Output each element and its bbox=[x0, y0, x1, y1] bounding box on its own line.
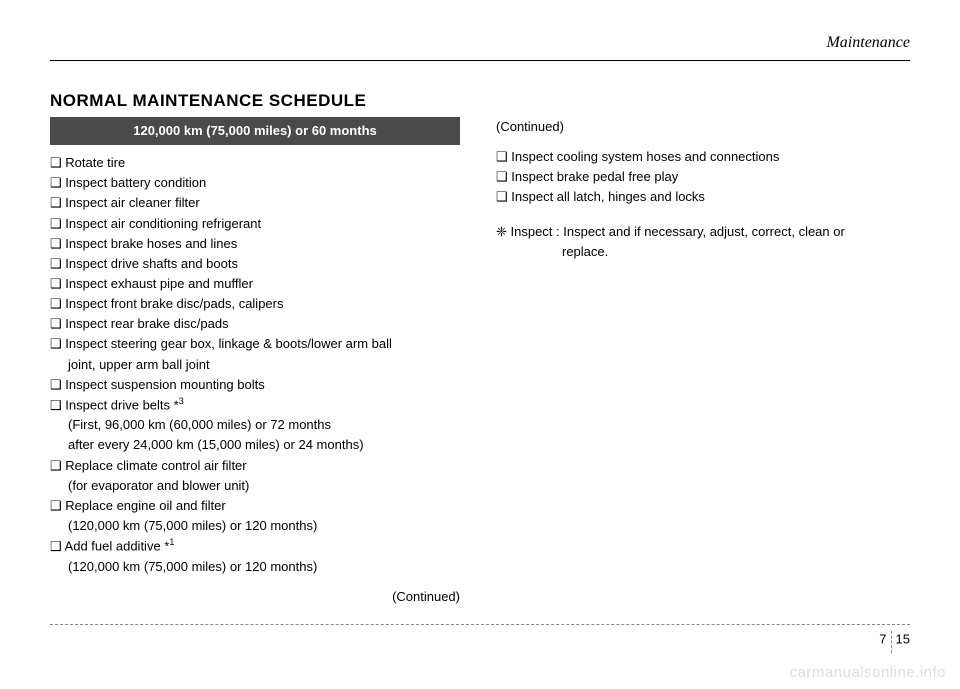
page: Maintenance NORMAL MAINTENANCE SCHEDULE … bbox=[0, 0, 960, 689]
right-column: (Continued) ❑ Inspect cooling system hos… bbox=[496, 117, 906, 607]
continued-top: (Continued) bbox=[496, 117, 906, 137]
list-item: (First, 96,000 km (60,000 miles) or 72 m… bbox=[50, 415, 460, 435]
list-item: ❑ Inspect drive shafts and boots bbox=[50, 254, 460, 274]
list-item: after every 24,000 km (15,000 miles) or … bbox=[50, 435, 460, 455]
list-item: ❑ Inspect steering gear box, linkage & b… bbox=[50, 334, 460, 354]
interval-header: 120,000 km (75,000 miles) or 60 months bbox=[50, 117, 460, 145]
spacer bbox=[496, 137, 906, 147]
list-item: ❑ Inspect brake pedal free play bbox=[496, 167, 906, 187]
list-item: (120,000 km (75,000 miles) or 120 months… bbox=[50, 557, 460, 577]
list-item: ❑ Inspect front brake disc/pads, caliper… bbox=[50, 294, 460, 314]
right-items: ❑ Inspect cooling system hoses and conne… bbox=[496, 147, 906, 207]
list-item: ❑ Inspect cooling system hoses and conne… bbox=[496, 147, 906, 167]
page-sep bbox=[891, 631, 892, 653]
list-item: ❑ Inspect exhaust pipe and muffler bbox=[50, 274, 460, 294]
list-item: ❑ Inspect all latch, hinges and locks bbox=[496, 187, 906, 207]
list-item: ❑ Inspect air conditioning refrigerant bbox=[50, 214, 460, 234]
list-item: ❑ Replace climate control air filter bbox=[50, 456, 460, 476]
list-item: ❑ Inspect brake hoses and lines bbox=[50, 234, 460, 254]
list-item: ❑ Inspect air cleaner filter bbox=[50, 193, 460, 213]
list-item: (for evaporator and blower unit) bbox=[50, 476, 460, 496]
section-title: Maintenance bbox=[826, 34, 910, 52]
list-item: ❑ Rotate tire bbox=[50, 153, 460, 173]
left-column: 120,000 km (75,000 miles) or 60 months ❑… bbox=[50, 117, 460, 607]
continued-bottom: (Continued) bbox=[50, 587, 460, 607]
list-item: joint, upper arm ball joint bbox=[50, 355, 460, 375]
list-item: ❑ Inspect suspension mounting bolts bbox=[50, 375, 460, 395]
list-item: ❑ Inspect rear brake disc/pads bbox=[50, 314, 460, 334]
header-rule: Maintenance bbox=[50, 30, 910, 61]
inspect-note: ❈ Inspect : Inspect and if necessary, ad… bbox=[496, 222, 906, 262]
content-columns: 120,000 km (75,000 miles) or 60 months ❑… bbox=[50, 117, 910, 607]
page-number-value: 15 bbox=[896, 631, 910, 646]
left-items: ❑ Rotate tire❑ Inspect battery condition… bbox=[50, 153, 460, 577]
list-item: ❑ Replace engine oil and filter bbox=[50, 496, 460, 516]
list-item: ❑ Add fuel additive *1 bbox=[50, 536, 460, 556]
note-body: replace. bbox=[496, 242, 906, 262]
page-title: NORMAL MAINTENANCE SCHEDULE bbox=[50, 91, 910, 111]
list-item: (120,000 km (75,000 miles) or 120 months… bbox=[50, 516, 460, 536]
watermark: carmanualsonline.info bbox=[790, 664, 946, 681]
page-number: 7 15 bbox=[879, 629, 910, 651]
footer-rule: 7 15 bbox=[50, 624, 910, 651]
list-item: ❑ Inspect drive belts *3 bbox=[50, 395, 460, 415]
note-lead: ❈ Inspect : Inspect and if necessary, ad… bbox=[496, 224, 845, 239]
chapter-number: 7 bbox=[879, 631, 886, 646]
list-item: ❑ Inspect battery condition bbox=[50, 173, 460, 193]
